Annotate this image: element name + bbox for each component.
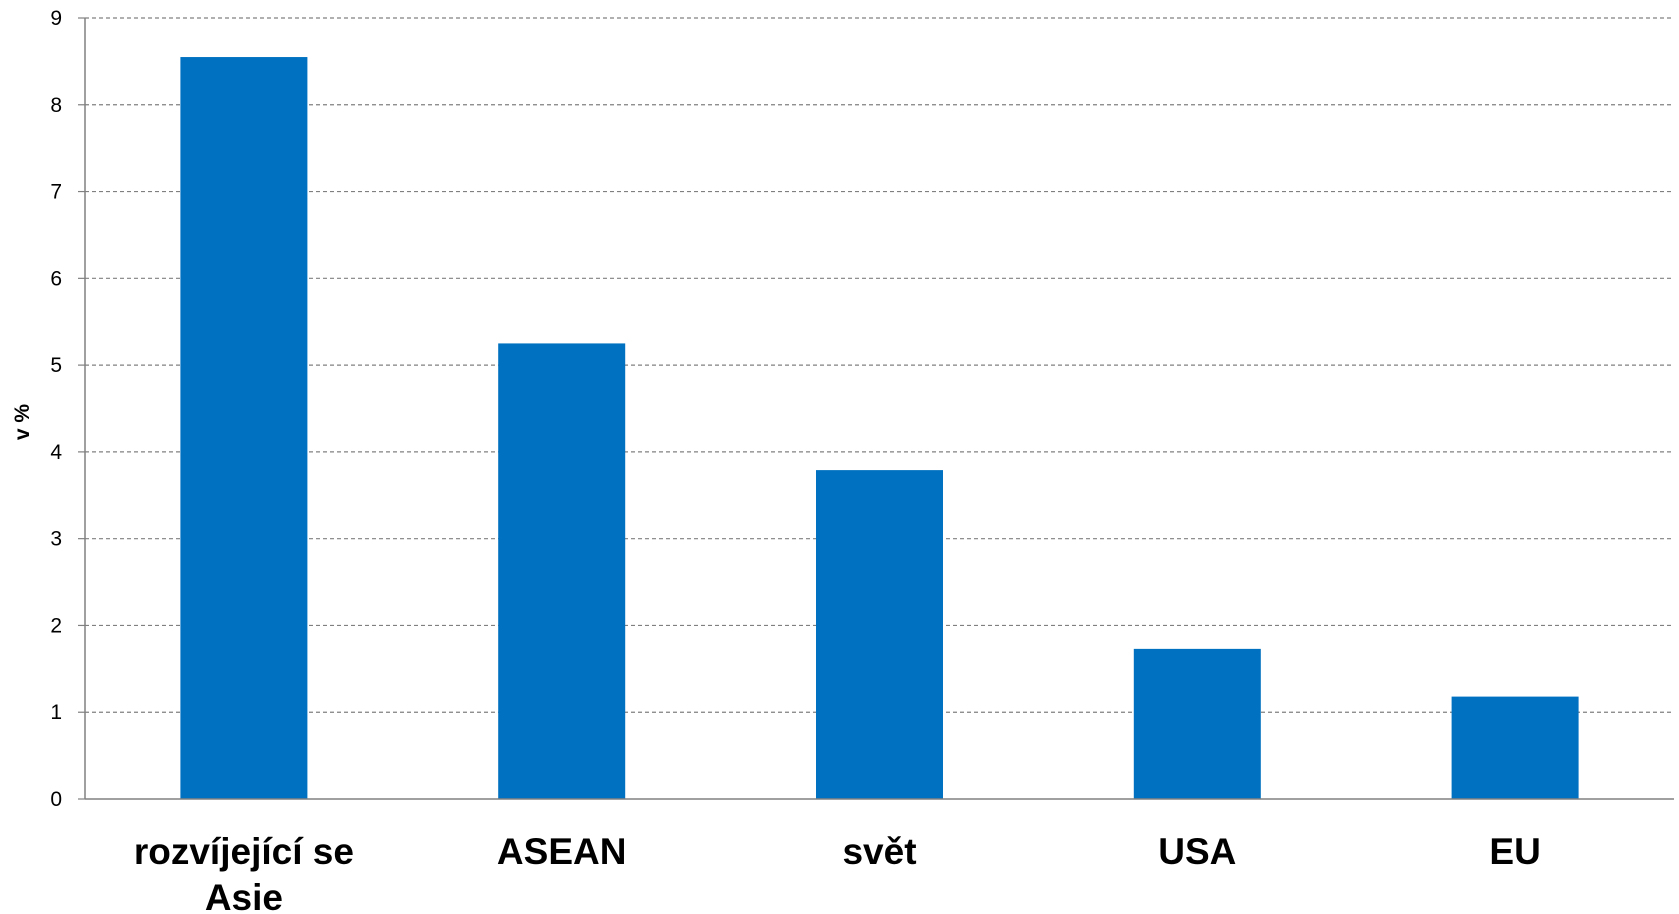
bar xyxy=(816,470,943,799)
y-tick-label: 7 xyxy=(50,181,62,204)
bar xyxy=(1451,696,1579,799)
category-label: svět xyxy=(842,831,916,872)
y-tick-label: 2 xyxy=(50,614,62,637)
category-label: USA xyxy=(1158,831,1236,872)
bar xyxy=(1133,648,1261,799)
category-labels: rozvíjející se Asie ASEAN svět USA EU xyxy=(134,831,1541,914)
y-tick-label: 1 xyxy=(50,701,62,724)
y-tick-labels: 0 1 2 3 4 5 6 7 8 9 xyxy=(50,7,62,811)
y-tick-label: 5 xyxy=(50,354,62,377)
bar xyxy=(498,343,626,799)
y-tick-label: 3 xyxy=(50,528,62,551)
bar xyxy=(180,57,308,800)
category-label: rozvíjející se xyxy=(134,831,354,872)
y-tick-label: 0 xyxy=(50,788,62,811)
bars xyxy=(180,57,1579,800)
category-label: ASEAN xyxy=(497,831,627,872)
category-label: EU xyxy=(1489,831,1540,872)
y-axis-title: v % xyxy=(11,404,34,441)
y-tick-label: 8 xyxy=(50,94,62,117)
y-tick-label: 6 xyxy=(50,267,62,290)
axes xyxy=(78,17,1674,800)
category-label: Asie xyxy=(205,877,283,914)
y-tick-label: 9 xyxy=(50,7,62,30)
y-tick-label: 4 xyxy=(50,441,62,464)
